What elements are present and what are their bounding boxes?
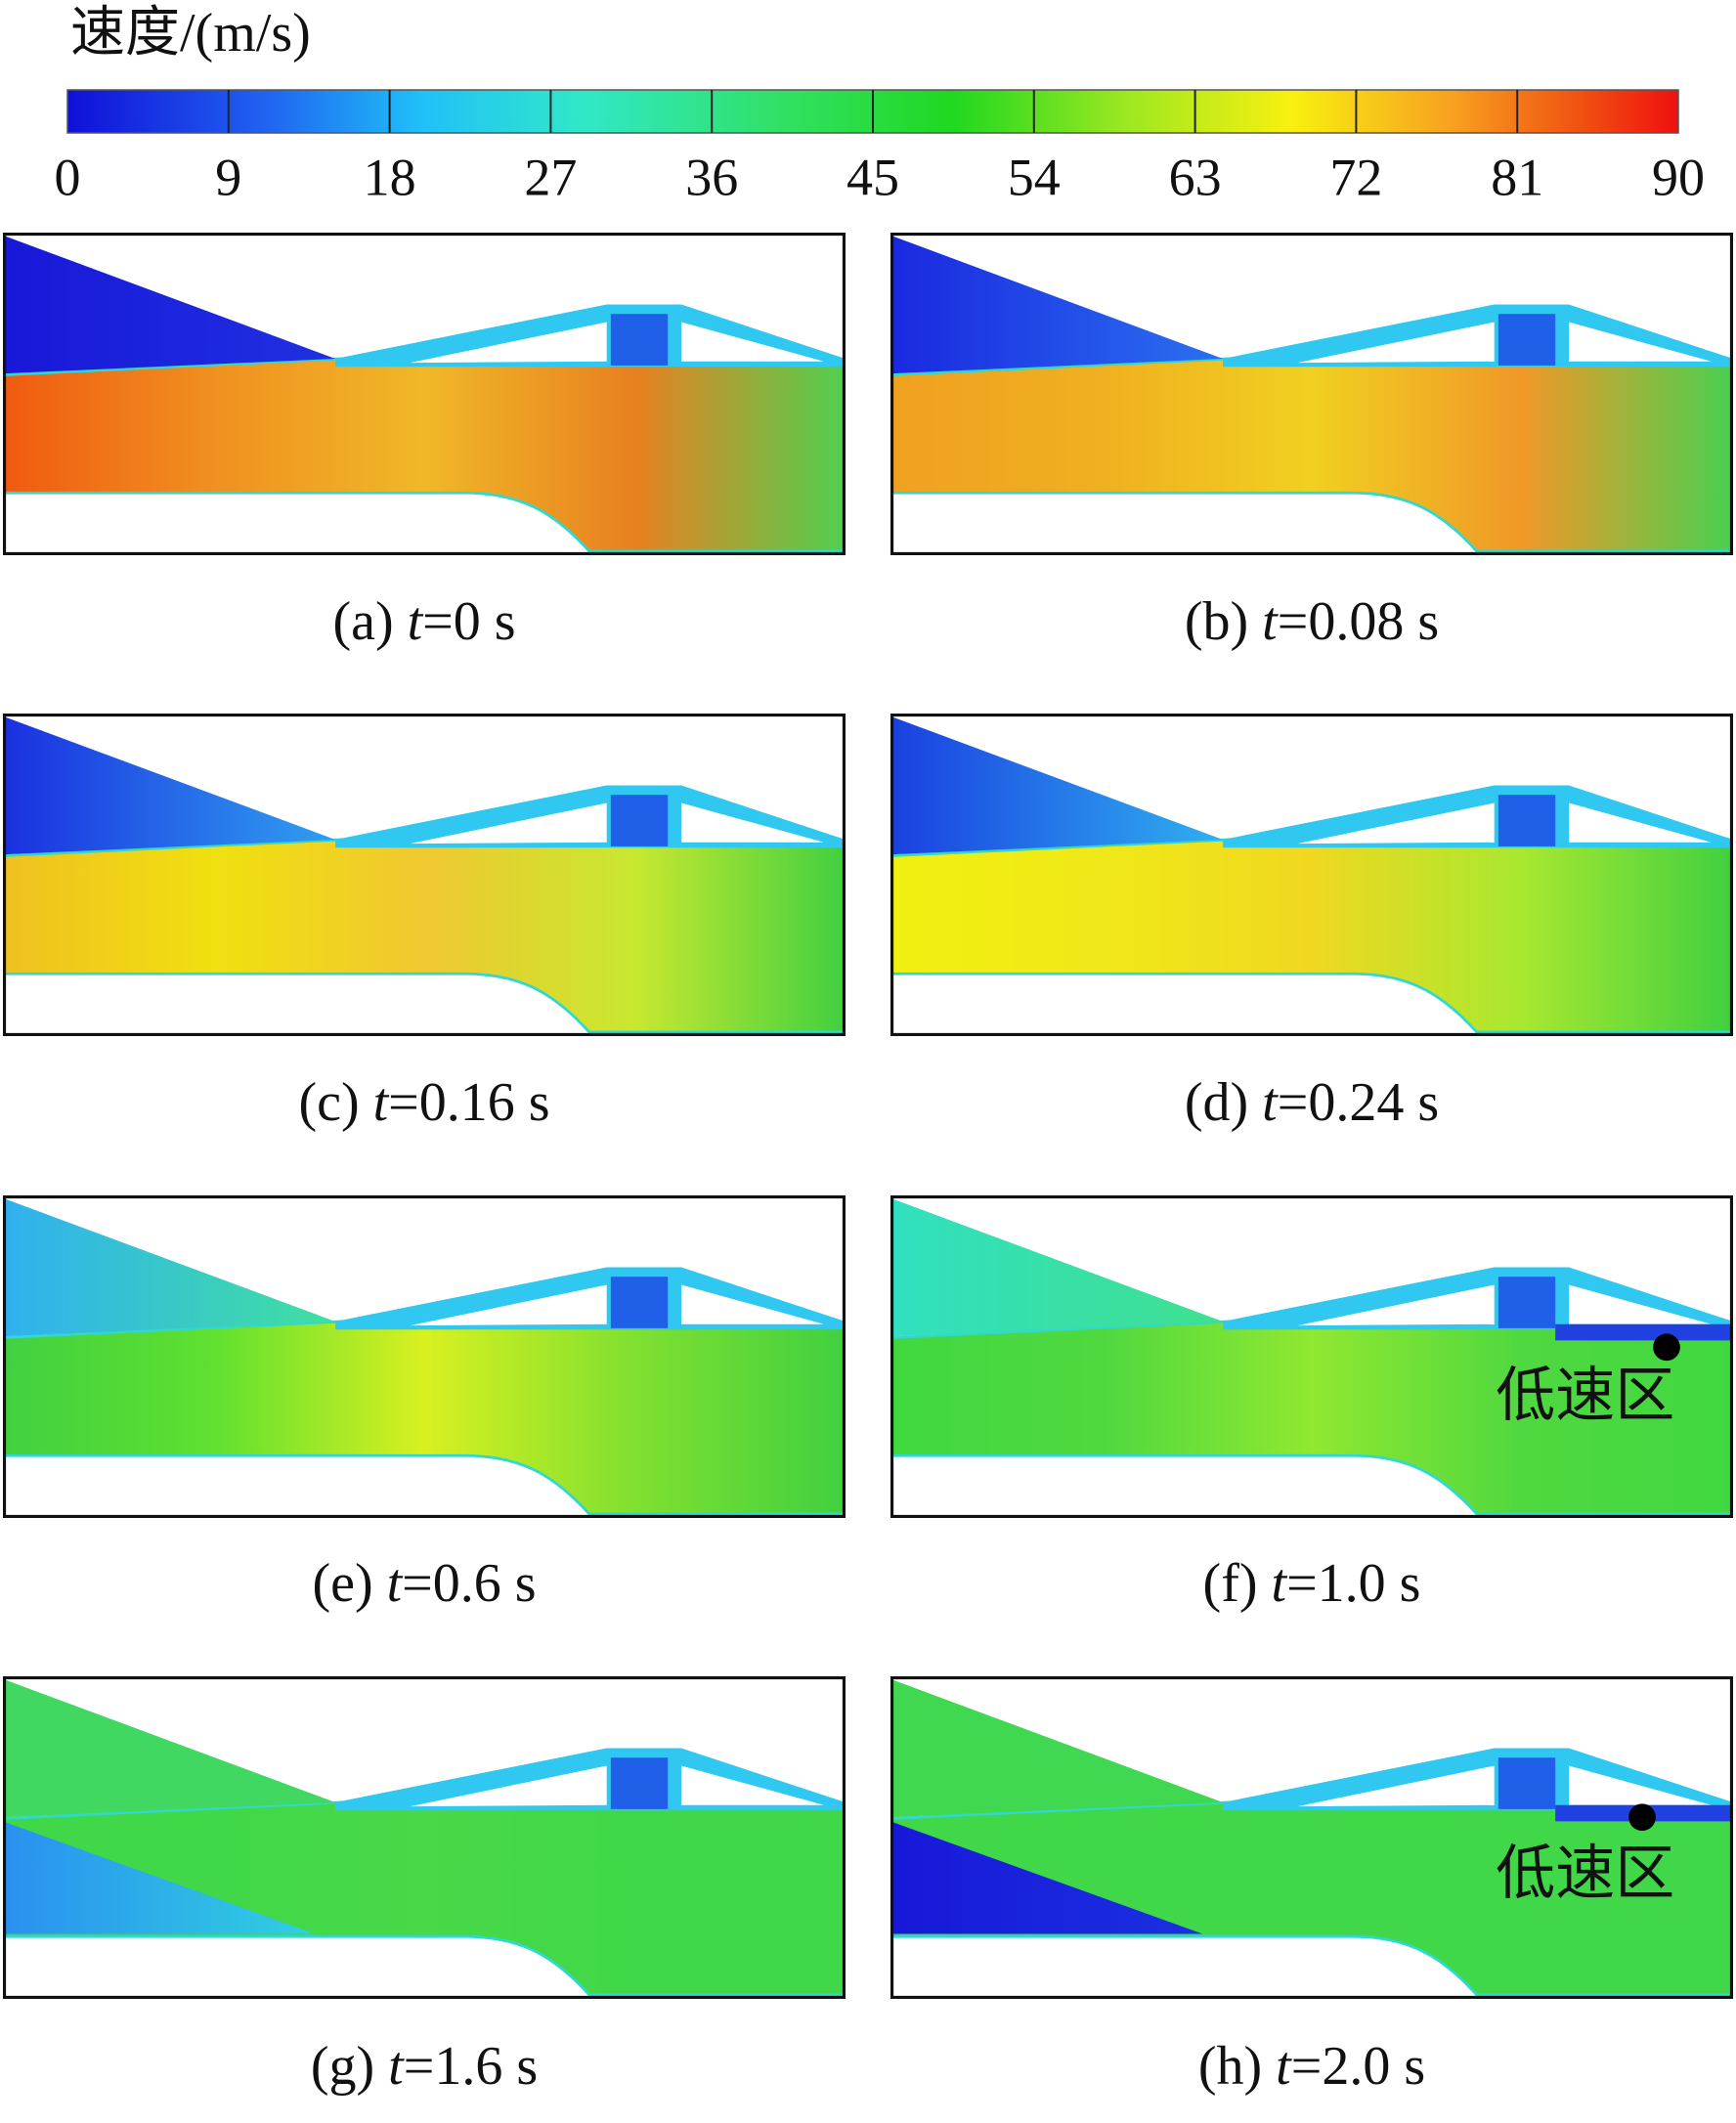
duct-void (1569, 1284, 1712, 1324)
contour-panel (890, 714, 1733, 1036)
duct-box (610, 314, 669, 366)
inlet-flow (890, 1197, 1224, 1337)
panel-caption: (c) t=0.16 s (298, 1072, 549, 1133)
panel-caption: (a) t=0 s (332, 591, 515, 652)
duct-void (1297, 322, 1495, 364)
main-flow (890, 357, 1733, 553)
duct-void (681, 1765, 824, 1805)
panel-frame (890, 1195, 1733, 1518)
panel-frame (890, 233, 1733, 555)
duct-void (1297, 802, 1495, 845)
duct-box (610, 1757, 669, 1809)
annotation-label: 低速区 (1496, 1364, 1674, 1429)
panel-caption: (g) t=1.6 s (311, 2036, 538, 2097)
contour-panel: 低速区 (890, 1195, 1733, 1518)
duct-void (1569, 1765, 1712, 1805)
main-flow (890, 1320, 1733, 1516)
inlet-flow (3, 1197, 336, 1337)
main-flow (890, 1800, 1733, 1997)
duct-void (1297, 1284, 1495, 1326)
contour-panel (3, 1676, 846, 1999)
panel-caption: (b) t=0.08 s (1185, 591, 1439, 652)
panel-caption: (h) t=2.0 s (1198, 2036, 1425, 2097)
panel-frame (890, 1676, 1733, 1999)
inlet-flow (890, 1678, 1224, 1818)
colorbar-tick-label: 54 (1008, 148, 1061, 206)
duct-box (610, 795, 669, 846)
contour-panel (3, 1195, 846, 1518)
annotation-dot (1628, 1803, 1656, 1832)
duct-box (610, 1277, 669, 1328)
colorbar-tick-label: 18 (364, 148, 416, 206)
colorbar-title: 速度/(m/s) (70, 3, 311, 64)
main-flow (3, 357, 846, 553)
panel-caption: (f) t=1.0 s (1203, 1553, 1421, 1614)
contour-panel (3, 233, 846, 555)
panel-caption: (e) t=0.6 s (312, 1553, 536, 1614)
colorbar-tick-label: 36 (685, 148, 738, 206)
contour-panel (3, 714, 846, 1036)
panel-frame (3, 714, 846, 1036)
duct-void (410, 1765, 607, 1807)
duct-void (410, 1284, 607, 1326)
panel-frame (3, 1195, 846, 1518)
panel-frame (3, 1676, 846, 1999)
colorbar-tick-label: 81 (1491, 148, 1543, 206)
duct-box (1497, 314, 1556, 366)
inlet-flow (3, 1678, 336, 1818)
colorbar-tick-label: 90 (1652, 148, 1705, 206)
colorbar-tick-label: 9 (215, 148, 241, 206)
colorbar-tick-label: 72 (1329, 148, 1382, 206)
duct-box (1497, 1757, 1556, 1809)
main-flow (3, 838, 846, 1034)
main-flow (3, 1800, 846, 1997)
contour-panel: 低速区 (890, 1676, 1733, 1999)
contour-panel (890, 233, 1733, 555)
main-flow (3, 1320, 846, 1516)
colorbar-tick-label: 0 (55, 148, 81, 206)
colorbar-tick-label: 63 (1169, 148, 1222, 206)
colorbar-tick-label: 45 (846, 148, 899, 206)
inlet-flow (3, 715, 336, 855)
colorbar-tick-label: 27 (524, 148, 577, 206)
annotation-label: 低速区 (1496, 1841, 1674, 1907)
duct-void (681, 322, 824, 362)
duct-void (681, 1284, 824, 1324)
main-flow (890, 838, 1733, 1034)
inlet-flow (3, 235, 336, 374)
low-speed-band (1555, 1323, 1733, 1341)
duct-box (1497, 795, 1556, 846)
inlet-flow (890, 235, 1224, 374)
panel-caption: (d) t=0.24 s (1185, 1072, 1439, 1133)
annotation-dot (1653, 1333, 1680, 1362)
duct-void (1297, 1765, 1495, 1807)
inlet-flow (890, 715, 1224, 855)
duct-void (681, 802, 824, 843)
panel-frame (890, 714, 1733, 1036)
panel-frame (3, 233, 846, 555)
duct-box (1497, 1277, 1556, 1328)
